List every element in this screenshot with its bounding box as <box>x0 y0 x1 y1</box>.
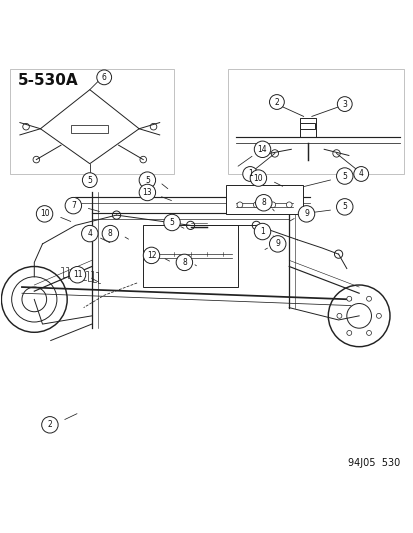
Text: 9: 9 <box>303 209 308 219</box>
Circle shape <box>42 417 58 433</box>
Circle shape <box>346 296 351 301</box>
Text: 8: 8 <box>108 229 112 238</box>
Circle shape <box>69 266 85 283</box>
Circle shape <box>336 199 352 215</box>
Text: 5: 5 <box>342 203 347 212</box>
Circle shape <box>366 296 370 301</box>
Text: 6: 6 <box>102 73 107 82</box>
Circle shape <box>346 330 351 335</box>
Text: 5: 5 <box>87 176 92 184</box>
Circle shape <box>82 173 97 188</box>
Circle shape <box>143 247 159 264</box>
Circle shape <box>336 313 341 318</box>
Text: 10: 10 <box>40 209 49 219</box>
Circle shape <box>269 95 284 109</box>
Text: 1: 1 <box>247 169 252 179</box>
Text: 5: 5 <box>145 176 150 184</box>
Text: 5-530A: 5-530A <box>18 73 78 88</box>
Circle shape <box>176 254 192 271</box>
Circle shape <box>164 214 180 231</box>
Circle shape <box>139 184 155 201</box>
Text: 2: 2 <box>274 98 279 107</box>
Text: 4: 4 <box>358 169 363 179</box>
Text: 14: 14 <box>257 145 267 154</box>
Circle shape <box>375 313 380 318</box>
Circle shape <box>255 195 271 211</box>
Text: 2: 2 <box>47 421 52 429</box>
Text: 13: 13 <box>142 188 152 197</box>
Circle shape <box>337 96 351 111</box>
Circle shape <box>269 202 275 208</box>
Circle shape <box>237 202 242 208</box>
Text: 11: 11 <box>73 270 82 279</box>
FancyBboxPatch shape <box>226 185 302 214</box>
Circle shape <box>81 225 98 242</box>
Circle shape <box>97 70 112 85</box>
Text: 4: 4 <box>87 229 92 238</box>
Circle shape <box>254 223 270 240</box>
Text: 8: 8 <box>261 198 266 207</box>
Circle shape <box>249 170 266 187</box>
Circle shape <box>336 168 352 184</box>
FancyBboxPatch shape <box>143 225 237 287</box>
Circle shape <box>242 167 257 181</box>
Circle shape <box>253 202 259 208</box>
Text: 8: 8 <box>182 258 186 267</box>
Circle shape <box>65 197 81 214</box>
Circle shape <box>366 330 370 335</box>
Text: 1: 1 <box>259 227 264 236</box>
Circle shape <box>353 167 368 181</box>
Circle shape <box>36 206 53 222</box>
Circle shape <box>286 202 292 208</box>
Text: 7: 7 <box>71 201 76 210</box>
Circle shape <box>298 206 314 222</box>
Circle shape <box>269 236 285 252</box>
Circle shape <box>139 172 155 188</box>
FancyBboxPatch shape <box>9 69 174 174</box>
FancyBboxPatch shape <box>299 123 314 129</box>
Text: 5: 5 <box>342 172 347 181</box>
Text: 12: 12 <box>146 251 156 260</box>
Text: 5: 5 <box>169 218 174 227</box>
Circle shape <box>254 141 270 158</box>
Text: 10: 10 <box>253 174 263 183</box>
Circle shape <box>102 225 118 242</box>
Text: 9: 9 <box>275 239 280 248</box>
Text: 3: 3 <box>342 100 347 109</box>
Text: 94J05  530: 94J05 530 <box>347 458 399 468</box>
FancyBboxPatch shape <box>227 69 404 174</box>
